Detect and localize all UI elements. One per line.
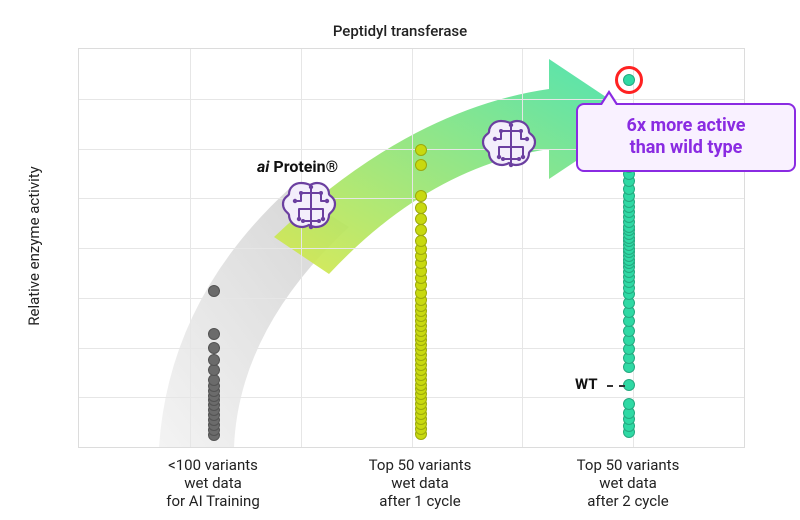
data-point-training-set [208, 285, 220, 297]
data-point-training-set [208, 328, 220, 340]
callout-tail-fill [602, 94, 616, 105]
chart-title: Peptidyl transferase [0, 22, 800, 40]
data-point-cycle-1 [415, 235, 427, 247]
wt-marker-dash [607, 385, 625, 387]
data-point-training-set [208, 354, 220, 366]
x-category-label: Top 50 variantswet dataafter 2 cycle [543, 456, 713, 510]
data-point-training-set [208, 342, 220, 354]
x-category-label: Top 50 variantswet dataafter 1 cycle [335, 456, 505, 510]
grid-col [522, 49, 523, 447]
data-point-cycle-1 [415, 224, 427, 236]
x-category-label: <100 variantswet datafor AI Training [128, 456, 298, 510]
callout-box: 6x more activethan wild type [576, 103, 796, 172]
y-axis-label: Relative enzyme activity [25, 166, 43, 326]
data-point-cycle-1 [415, 159, 427, 171]
grid-col [412, 49, 413, 447]
brain-icon [279, 179, 343, 235]
wt-label: WT [575, 375, 598, 393]
grid-col [301, 49, 302, 447]
brain-icon [479, 117, 543, 173]
data-point-cycle-1 [415, 190, 427, 202]
highlight-ring [615, 66, 643, 94]
data-point-cycle-1 [415, 144, 427, 156]
data-point-training-set [208, 364, 220, 376]
data-point-cycle-1 [415, 202, 427, 214]
brand-label: ai Protein® [257, 157, 338, 176]
data-point-cycle-2 [623, 398, 635, 410]
grid-col [190, 49, 191, 447]
data-point-cycle-1 [415, 213, 427, 225]
